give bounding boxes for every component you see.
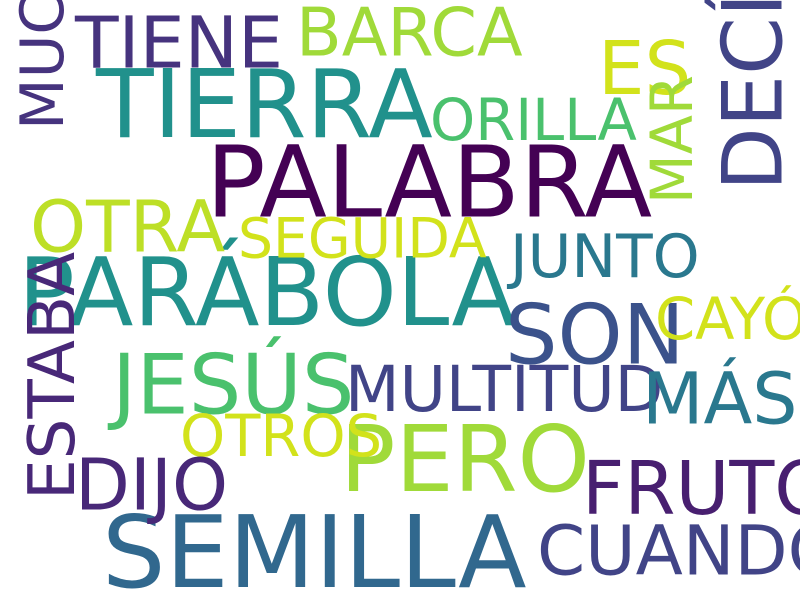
- word-text: TIERRA: [96, 50, 433, 160]
- word-text: PERO: [340, 406, 590, 513]
- word-text: SEGUIDA: [238, 207, 487, 272]
- word-mar: MAR: [639, 75, 706, 238]
- word-semilla: SEMILLA: [102, 503, 527, 600]
- word-text: MULTITUD: [345, 352, 664, 426]
- word-cuando: CUANDO: [537, 517, 800, 586]
- word-text: DIJO: [75, 443, 229, 527]
- word-text: MAR: [639, 75, 706, 204]
- word-text: PARÁBOLA: [18, 238, 517, 348]
- word-otra: OTRA: [30, 191, 225, 263]
- word-junto: JUNTO: [510, 227, 700, 287]
- word-text: CUANDO: [537, 511, 800, 592]
- word-mucha: MUCHA: [8, 0, 78, 194]
- word-text: FRUTO: [582, 447, 800, 532]
- word-text: MUCHA: [8, 0, 78, 130]
- word-decia: DECÍA: [705, 0, 800, 284]
- word-text: JESÚS: [112, 336, 355, 434]
- word-text: PALABRA: [206, 125, 653, 241]
- word-seguida: SEGUIDA: [238, 212, 487, 267]
- word-text: SEMILLA: [102, 494, 527, 600]
- word-text: MÁS: [642, 357, 798, 441]
- word-text: OTRA: [30, 185, 226, 269]
- word-cayo: CAYÓ: [655, 291, 800, 348]
- word-text: DECÍA: [704, 0, 800, 191]
- word-text: ORILLA: [430, 87, 637, 154]
- word-multitud: MULTITUD: [345, 357, 663, 421]
- word-es: ES: [598, 33, 691, 106]
- word-pero: PERO: [340, 414, 590, 506]
- word-text: OTROS: [180, 403, 383, 470]
- word-fruto: FRUTO: [582, 453, 800, 526]
- word-parabola: PARÁBOLA: [18, 246, 516, 341]
- word-palabra: PALABRA: [206, 134, 652, 233]
- word-jesus: JESÚS: [112, 344, 354, 427]
- word-otros: OTROS: [180, 408, 382, 465]
- word-orilla: ORILLA: [430, 92, 642, 149]
- word-text: BARCA: [296, 0, 523, 72]
- word-barca: BARCA: [296, 0, 523, 66]
- word-tierra: TIERRA: [96, 58, 433, 153]
- word-text: TIENE: [75, 1, 284, 85]
- word-estaba: ESTABA: [15, 252, 90, 582]
- word-text: ES: [598, 27, 692, 112]
- word-text: CAYÓ: [655, 286, 800, 353]
- word-tiene: TIENE: [75, 7, 285, 79]
- word-text: JUNTO: [510, 222, 700, 292]
- word-dijo: DIJO: [75, 449, 247, 521]
- word-mas: MÁS: [642, 363, 798, 435]
